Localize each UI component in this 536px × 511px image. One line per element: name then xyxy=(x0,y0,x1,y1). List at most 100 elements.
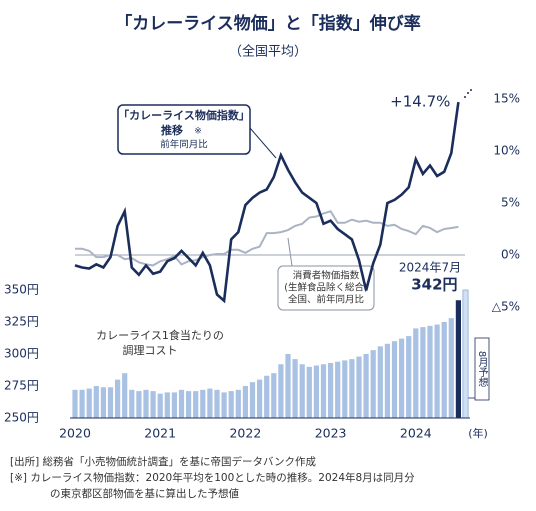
callout-pointer xyxy=(287,237,293,267)
legend-label: カレーライス1食当たりの xyxy=(96,328,224,342)
bar xyxy=(299,364,305,418)
y-tick-label: 5% xyxy=(501,196,520,210)
y-tick-label: △5% xyxy=(492,300,520,314)
bar xyxy=(186,391,192,418)
bar xyxy=(107,387,114,418)
footnote: [出所] 総務省「小売物価統計調査」を基に帝国データバンク作成 xyxy=(10,455,317,468)
forecast-box xyxy=(474,337,490,401)
callout-box xyxy=(277,265,375,311)
bar xyxy=(72,389,78,418)
y-tick-label: 300円 xyxy=(4,347,39,361)
bar xyxy=(384,343,390,418)
y-tick-label: 325円 xyxy=(4,315,39,329)
x-tick-label: 2023 xyxy=(315,426,347,441)
y-tick-label: 0% xyxy=(501,248,520,262)
x-tick-label: 2021 xyxy=(144,426,176,441)
bar xyxy=(115,379,121,418)
bar xyxy=(271,373,277,418)
x-tick-label: 2024 xyxy=(400,426,432,441)
annotation: 調理コスト xyxy=(123,343,178,357)
bar xyxy=(441,322,447,418)
chart-subtitle: （全国平均） xyxy=(229,44,307,60)
bar xyxy=(228,391,234,418)
bar xyxy=(328,362,334,418)
bar xyxy=(406,336,412,418)
annotation: 8月予想 xyxy=(476,351,488,387)
legend-label: 消費者物価指数 xyxy=(293,270,360,282)
value-label: 342円 xyxy=(411,276,457,294)
bar xyxy=(413,328,419,418)
bar xyxy=(377,346,383,418)
bar xyxy=(93,386,99,418)
bar xyxy=(306,366,312,418)
bar xyxy=(320,364,327,418)
x-tick-label: 2022 xyxy=(229,426,261,441)
bar xyxy=(257,379,263,418)
bar xyxy=(427,325,433,418)
bar xyxy=(235,389,241,418)
footnote: [※] カレーライス物価指数：2020年平均を100とした時の推移。2024年8… xyxy=(10,471,415,484)
annotation: ※ xyxy=(194,127,202,137)
bar xyxy=(399,338,405,418)
bar xyxy=(356,356,362,418)
bar xyxy=(363,354,369,418)
bar xyxy=(349,359,355,418)
callout-box xyxy=(117,104,251,155)
chart-title: 「カレーライス物価」と「指数」伸び率 xyxy=(115,13,421,34)
bar xyxy=(342,360,348,418)
annotation: 前年同月比 xyxy=(160,139,208,151)
legend-label: 「カレーライス物価指数」 xyxy=(118,108,250,122)
bar xyxy=(178,389,185,418)
bar xyxy=(264,375,270,418)
bar xyxy=(150,391,156,418)
bar xyxy=(249,382,256,418)
bar xyxy=(136,391,142,418)
annotation: 2024年7月 xyxy=(399,261,461,275)
y-tick-label: 250円 xyxy=(4,411,39,425)
x-axis-label: (年) xyxy=(468,426,488,440)
forecast-dot xyxy=(464,96,466,98)
line-series xyxy=(74,101,460,304)
bar xyxy=(207,388,213,418)
bar xyxy=(370,350,376,418)
bar xyxy=(143,389,149,418)
bar xyxy=(193,391,199,418)
bar xyxy=(292,359,298,418)
bar xyxy=(86,388,92,418)
bar xyxy=(285,354,291,418)
annotation: 推移 xyxy=(161,123,183,137)
bar xyxy=(242,386,248,418)
value-label: +14.7% xyxy=(390,93,450,111)
bar xyxy=(391,341,398,418)
bar xyxy=(455,300,461,418)
forecast-dot xyxy=(467,92,469,94)
forecast-dot xyxy=(470,89,472,91)
bar xyxy=(122,373,128,418)
footnote: の東京都区部物価を基に算出した予想値 xyxy=(50,487,239,500)
bar xyxy=(434,324,440,418)
bar xyxy=(100,387,106,418)
bar xyxy=(164,392,170,418)
y-tick-label: 10% xyxy=(493,144,520,158)
bar xyxy=(171,392,177,418)
annotation: 全国、前年同月比 xyxy=(288,294,364,306)
y-tick-label: 275円 xyxy=(4,379,39,393)
bar xyxy=(420,327,426,418)
bar xyxy=(200,389,206,418)
bar xyxy=(335,361,341,418)
bar xyxy=(221,392,227,418)
y-tick-label: 350円 xyxy=(4,283,39,297)
callout-pointer xyxy=(249,127,277,159)
bar xyxy=(462,289,469,419)
bar xyxy=(79,389,85,418)
bar xyxy=(278,364,284,418)
x-tick-label: 2020 xyxy=(59,426,91,441)
annotation: (生鮮食品除く総合) xyxy=(284,282,367,294)
y-tick-label: 15% xyxy=(493,92,520,106)
line-series xyxy=(75,210,459,267)
bar xyxy=(157,393,163,418)
bar xyxy=(313,365,319,418)
bar xyxy=(129,389,135,418)
bar xyxy=(448,318,454,418)
